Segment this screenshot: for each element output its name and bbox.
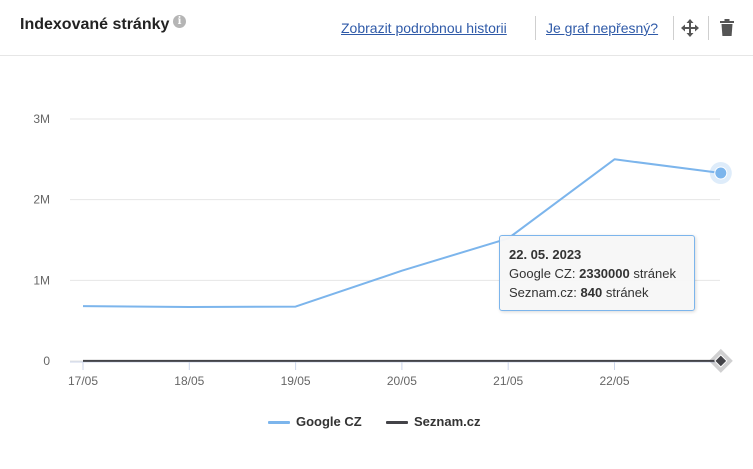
widget-header: Indexované stránky i Zobrazit podrobnou … [0,0,753,56]
widget-title: Indexované stránky [20,16,170,33]
header-divider [673,16,674,40]
x-tick-label: 21/05 [493,374,523,388]
tooltip-seznam-row: Seznam.cz: 840 stránek [509,283,685,302]
legend-label-google: Google CZ [296,414,362,429]
tooltip-google-unit: stránek [633,266,676,281]
y-tick-label: 3M [33,112,50,126]
x-tick-label: 17/05 [68,374,98,388]
info-icon[interactable]: i [173,15,186,28]
data-point-seznam[interactable] [714,354,728,368]
tooltip-seznam-value: 840 [580,285,603,300]
tooltip-google-row: Google CZ: 2330000 stránek [509,264,685,283]
header-divider [535,16,536,40]
data-point-google[interactable] [714,166,728,180]
line-chart: 0 1M 2M 3M 17/05 18/05 19/05 20/05 21/05 22/05 [33,112,733,388]
x-tick-label: 18/05 [174,374,204,388]
chart-area: 0 1M 2M 3M 17/05 18/05 19/05 20/05 21/05 22/05 [0,56,753,464]
legend-label-seznam: Seznam.cz [414,414,481,429]
chart-tooltip: 22. 05. 2023 Google CZ: 2330000 stránek … [499,235,695,311]
x-tick-label: 20/05 [387,374,417,388]
y-tick-label: 1M [33,273,50,287]
header-divider [708,16,709,40]
tooltip-google-label: Google CZ: [509,266,576,281]
y-tick-label: 0 [43,354,50,368]
inaccurate-chart-link[interactable]: Je graf nepřesný? [546,20,659,36]
legend-swatch-google [268,421,290,424]
history-link[interactable]: Zobrazit podrobnou historii [341,20,507,36]
move-icon[interactable] [681,18,699,38]
tooltip-seznam-unit: stránek [605,285,649,300]
x-tick-label: 22/05 [599,374,629,388]
trash-icon[interactable] [719,18,737,38]
legend-swatch-seznam [386,421,408,424]
x-tick-label: 19/05 [281,374,311,388]
tooltip-date: 22. 05. 2023 [509,247,582,262]
y-tick-label: 2M [33,193,50,207]
tooltip-google-value: 2330000 [579,266,630,281]
series-line-google [82,158,721,308]
tooltip-seznam-label: Seznam.cz: [509,285,577,300]
